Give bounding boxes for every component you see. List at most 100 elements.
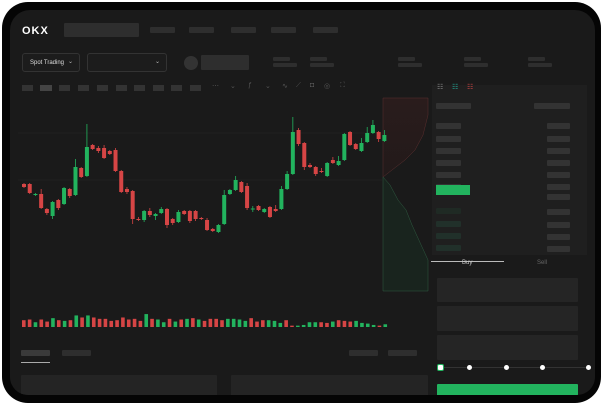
nav-item[interactable] [189,27,214,33]
interval-button[interactable] [59,85,70,91]
candle-up [222,195,227,224]
volume-bar [56,320,61,327]
chevron-down-icon: ⌄ [67,59,73,65]
bid-price [436,233,461,239]
book-bids-icon[interactable]: ☷ [452,84,459,91]
candle-up [73,167,78,195]
total-input[interactable] [437,335,578,360]
volume-bar [383,324,388,327]
volume-bar [278,322,283,327]
chevron-down-icon[interactable]: ⌄ [265,83,271,90]
interval-button[interactable] [153,85,164,91]
candle-up [262,209,267,212]
candle-down [313,167,318,174]
interval-button[interactable] [22,85,33,91]
tab-buy[interactable]: Buy [462,260,473,266]
market-type-select[interactable]: Spot Trading ⌄ [22,53,80,72]
ruler-icon[interactable]: ⟋ [296,82,301,89]
indicator-icon[interactable]: ƒ [248,82,252,89]
search-input[interactable] [64,23,139,37]
candle-up [370,125,375,133]
tab-open-orders[interactable] [21,350,50,356]
bid-price [436,245,461,251]
slider-stop[interactable] [540,365,545,370]
volume-bar [360,322,364,327]
slider-stop[interactable] [467,365,472,370]
candle-up [285,174,290,189]
market-type-label: Spot Trading [30,59,65,66]
candle-down [376,132,381,139]
interval-button[interactable] [97,85,108,91]
interval-button[interactable] [190,85,201,91]
volume-bar [144,314,149,327]
tab-sell[interactable]: Sell [537,260,548,266]
candle-up [153,214,158,216]
candle-down [165,209,169,225]
orders-panel [21,375,217,395]
volume-bar [185,318,189,327]
candle-down [113,150,118,171]
ask-amount [547,194,570,200]
camera-icon[interactable]: ◘ [310,82,315,89]
candle-down [199,218,204,219]
volume-bar [179,319,184,327]
nav-item[interactable] [271,27,296,33]
volume-bar [39,319,44,327]
price-display [201,55,249,70]
volume-bar [214,318,218,327]
book-both-icon[interactable]: ☷ [437,84,444,91]
volume-bar [354,320,358,327]
volume-bar [132,318,137,327]
amount-input[interactable] [437,306,578,331]
slider-stop[interactable] [586,365,591,370]
volume-bar [202,320,207,327]
volume-bar [138,320,143,327]
interval-button-active[interactable] [40,85,52,91]
candle-up [359,143,364,151]
book-asks-icon[interactable]: ☷ [467,84,474,91]
interval-button[interactable] [78,85,89,91]
interval-button[interactable] [134,85,145,91]
buy-button[interactable] [437,384,578,395]
tab-order-history[interactable] [62,350,91,356]
volume-bar [150,318,154,327]
candle-down [102,148,107,158]
coin-icon [184,56,198,70]
volume-bar [342,320,347,327]
candle-down [22,184,26,187]
chevron-down-icon[interactable]: ⌄ [230,83,236,90]
nav-item[interactable] [231,27,256,33]
nav-item[interactable] [313,27,338,33]
price-chart[interactable] [10,10,595,395]
volume-bar [272,320,277,327]
leverage-slider-track[interactable] [440,367,590,368]
ask-price [436,172,461,178]
candle-down [119,171,124,192]
pair-select[interactable]: ⌄ [87,53,167,72]
filter-button[interactable] [349,350,378,356]
interval-button[interactable] [116,85,127,91]
interval-button[interactable] [171,85,182,91]
price-input[interactable] [437,278,578,302]
volume-bar [296,325,300,327]
volume-bar [237,319,242,327]
fullscreen-icon[interactable]: ⛶ [340,82,345,89]
bid-amount [547,209,570,215]
nav-item[interactable] [150,27,175,33]
slider-handle[interactable] [437,364,444,371]
candle-down [147,211,152,215]
ask-price [436,136,461,142]
wave-icon[interactable]: ∿ [282,83,288,90]
bid-amount [547,234,570,240]
filter-button[interactable] [388,350,417,356]
volume-bar [336,320,341,327]
settings-icon[interactable]: ◎ [324,83,331,90]
last-price [436,185,470,195]
slider-stop[interactable] [504,365,509,370]
chart-type-icon[interactable]: ⋯ [212,83,219,90]
candle-down [187,211,192,221]
candle-down [27,184,32,193]
candle-down [348,132,353,145]
ask-amount [547,184,570,190]
